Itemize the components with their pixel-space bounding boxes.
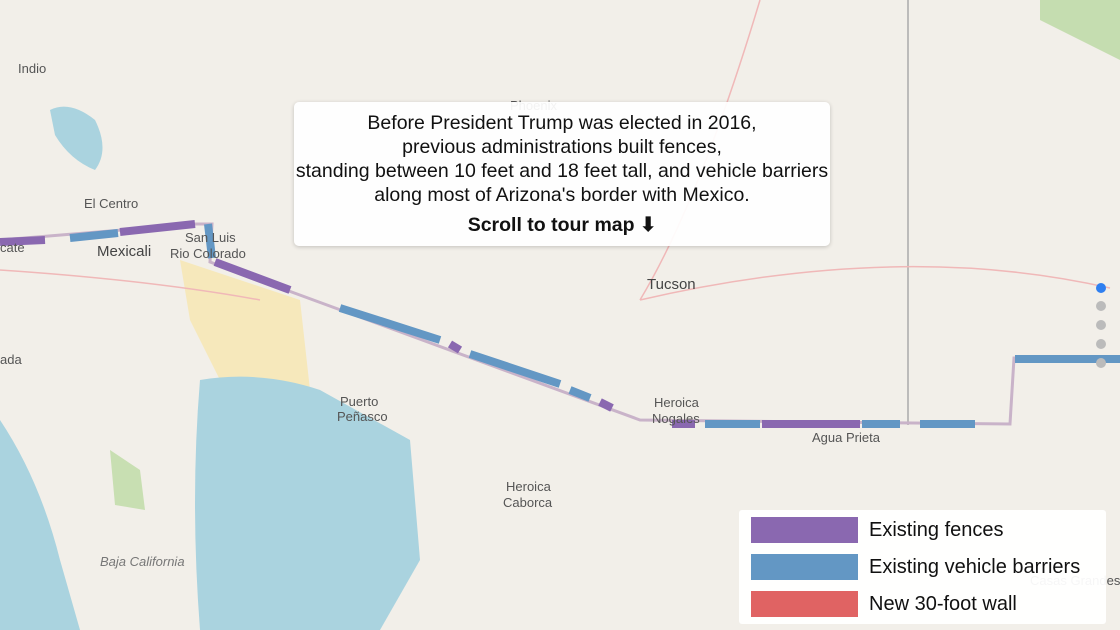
legend-item: New 30-foot wall [751,591,1017,617]
place-label: Tucson [647,276,696,293]
fence-segments [0,220,860,428]
gulf [195,376,420,630]
place-label: Peñasco [337,409,388,424]
place-label: El Centro [84,196,138,211]
nav-dot[interactable] [1096,283,1106,293]
legend-label: Existing fences [869,518,1004,541]
place-label: Caborca [503,495,553,510]
park [110,450,145,510]
legend-item: Existing fences [751,517,1004,543]
popup-line: standing between 10 feet and 18 feet tal… [295,160,829,182]
place-label: Indio [18,61,46,76]
forest [1040,0,1120,60]
scroll-hint: Scroll to tour map ⬇ [467,214,657,236]
legend: Existing fences Existing vehicle barriers… [739,510,1106,624]
legend-item: Existing vehicle barriers [751,554,1080,580]
place-label: Heroica [654,395,700,410]
place-label: Agua Prieta [812,430,881,445]
legend-label: New 30-foot wall [869,592,1017,615]
nav-dot[interactable] [1096,301,1106,311]
nav-dot[interactable] [1096,358,1106,368]
legend-swatch [751,554,858,580]
place-label: Puerto [340,394,378,409]
place-label: Heroica [506,479,552,494]
nav-dot[interactable] [1096,320,1106,330]
place-label: San Luis [185,230,236,245]
region-label: Baja California [100,554,185,569]
place-label: ada [0,352,22,367]
legend-swatch [751,591,858,617]
intro-popup: Before President Trump was elected in 20… [294,102,830,246]
barrier-segments [69,223,1120,428]
place-label: cate [0,240,25,255]
popup-line: previous administrations built fences, [402,136,722,158]
legend-label: Existing vehicle barriers [869,555,1081,578]
nav-dot[interactable] [1096,339,1106,349]
legend-swatch [751,517,858,543]
salton-sea [50,106,103,170]
place-label: Nogales [652,411,700,426]
popup-line: Before President Trump was elected in 20… [367,112,757,134]
border [0,222,1120,426]
place-label: Mexicali [97,243,151,260]
popup-line: along most of Arizona's border with Mexi… [374,184,750,206]
place-label: Rio Colorado [170,246,246,261]
pacific [0,420,80,630]
